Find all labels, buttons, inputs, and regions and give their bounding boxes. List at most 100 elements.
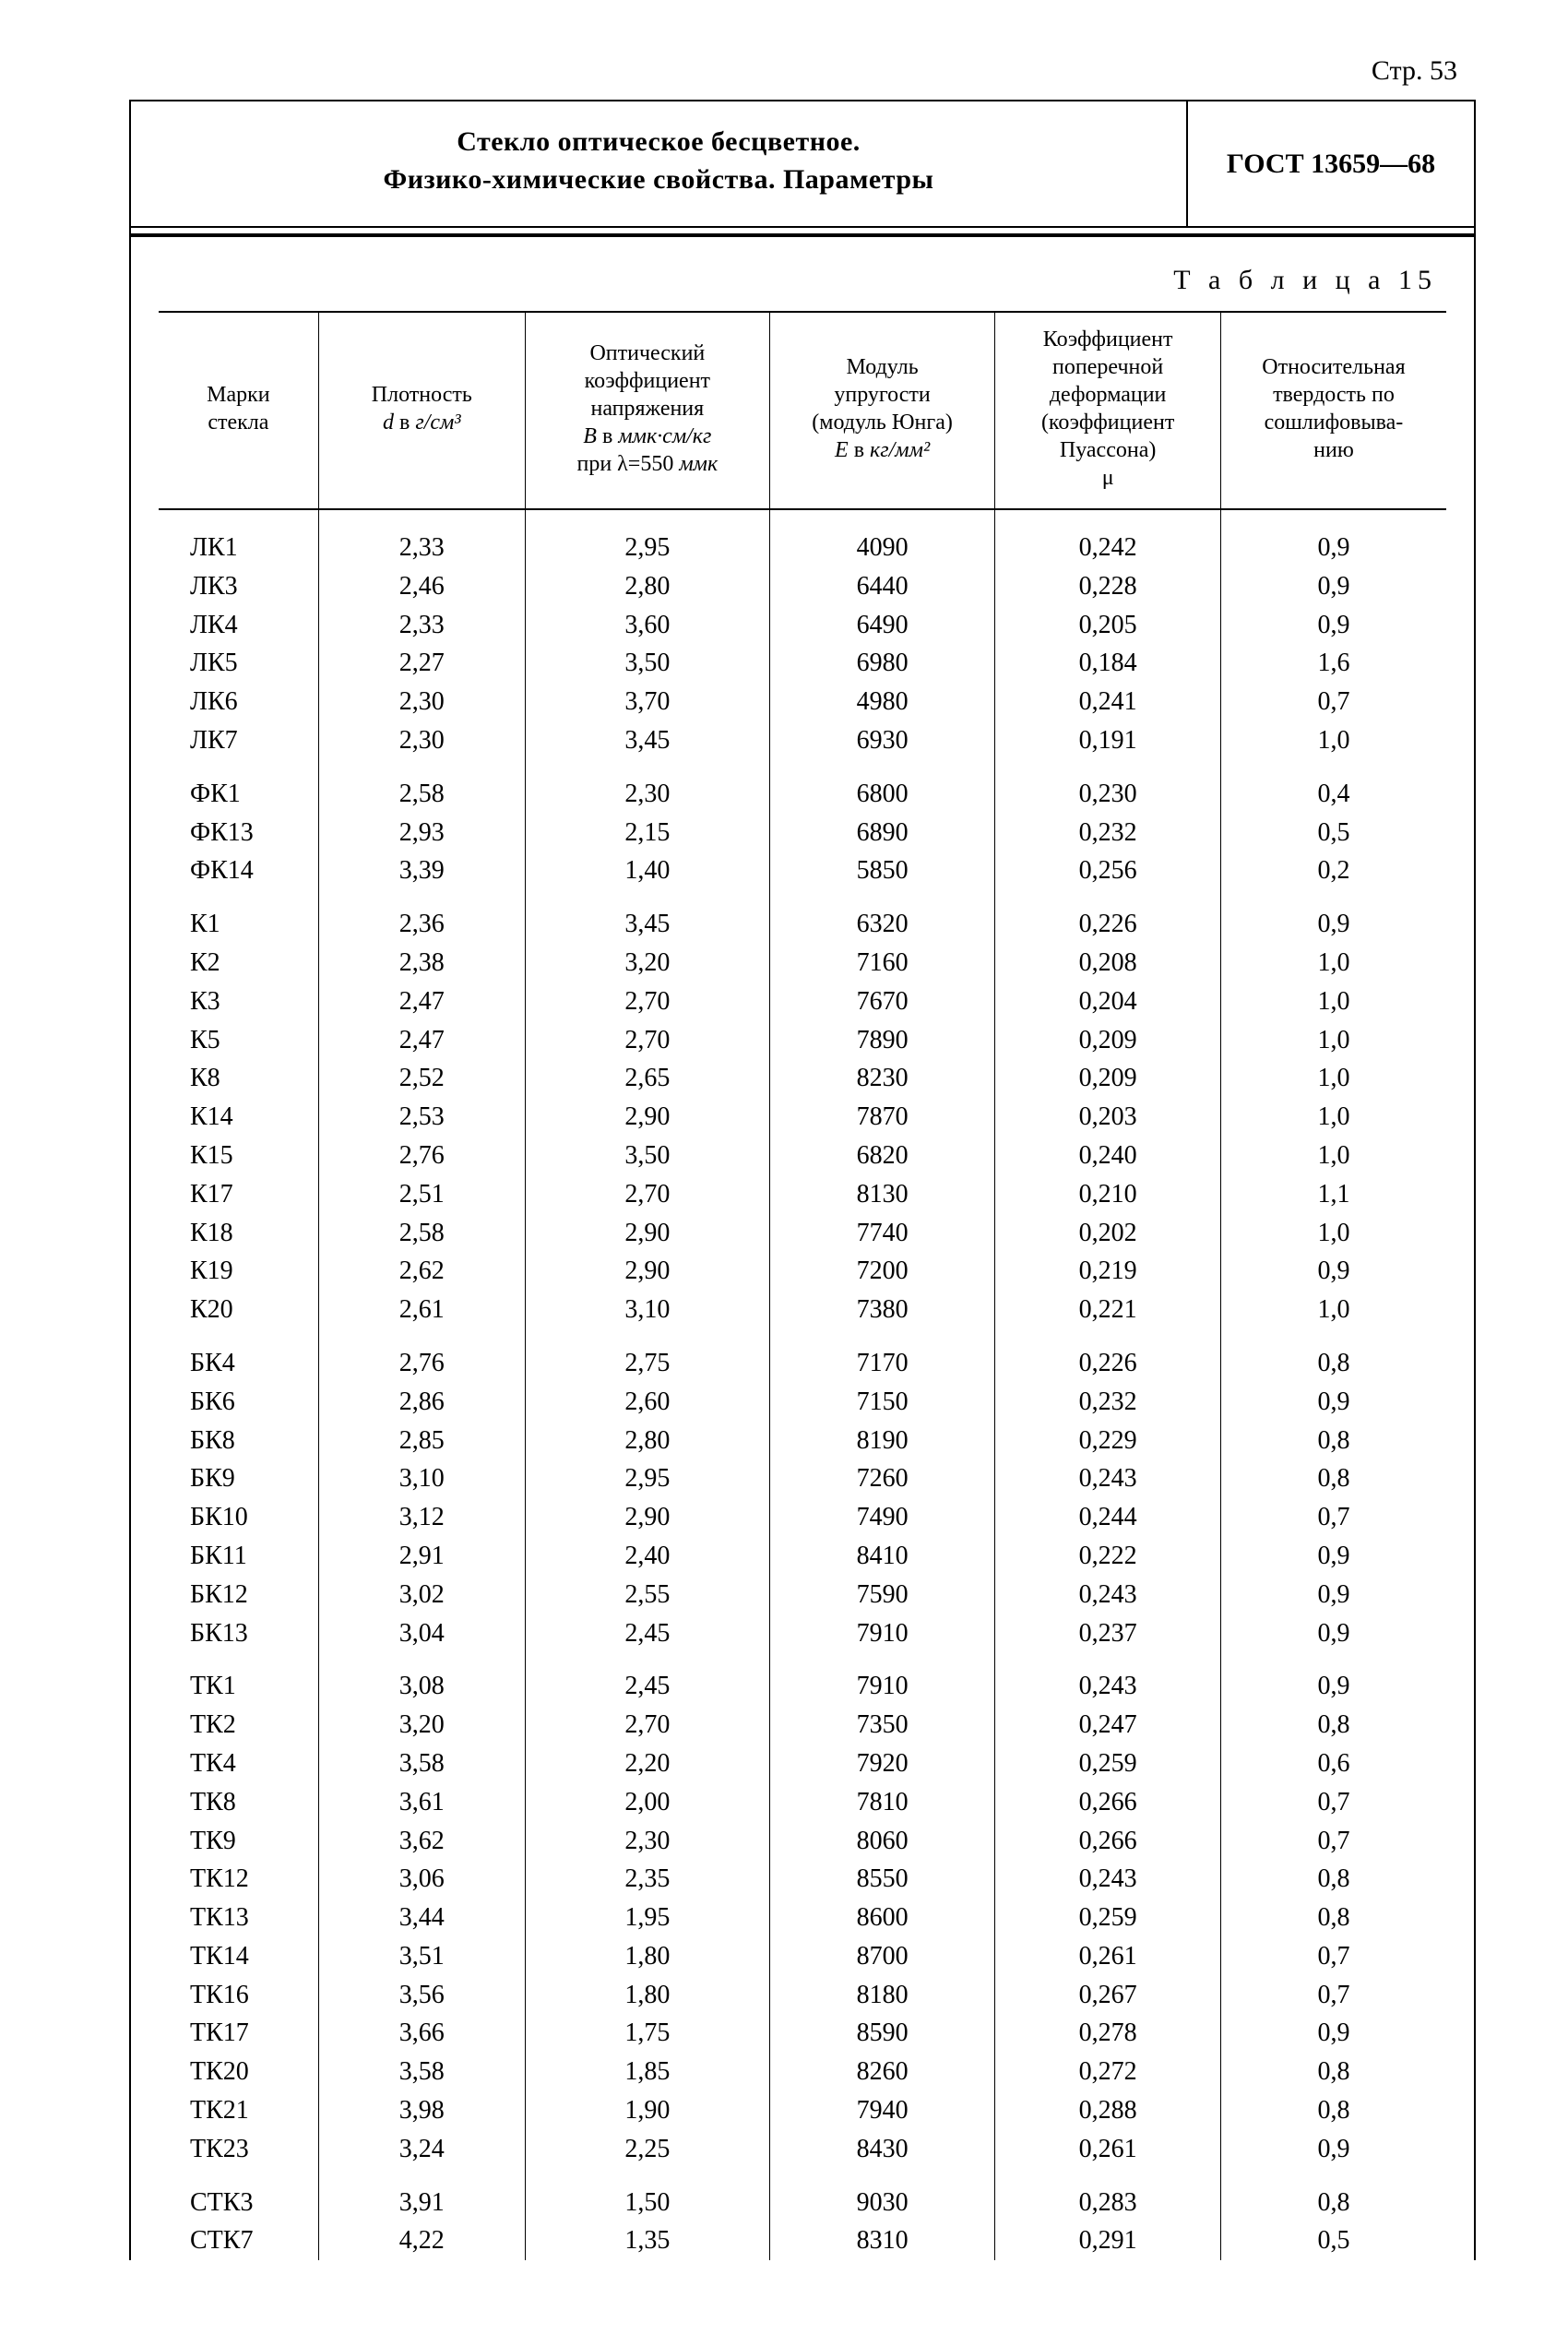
table-row: К22,383,2071600,2081,0 bbox=[159, 944, 1446, 982]
value-cell: 0,8 bbox=[1220, 1860, 1446, 1899]
value-cell: 2,27 bbox=[318, 644, 525, 683]
value-cell: 0,7 bbox=[1220, 1976, 1446, 2015]
value-cell: 8180 bbox=[769, 1976, 995, 2015]
value-cell: 7160 bbox=[769, 944, 995, 982]
value-cell: 2,70 bbox=[525, 1175, 769, 1214]
value-cell: 2,30 bbox=[525, 760, 769, 814]
glass-mark-cell: БК4 bbox=[159, 1329, 318, 1383]
table-row: ЛК62,303,7049800,2410,7 bbox=[159, 683, 1446, 721]
value-cell: 0,229 bbox=[995, 1422, 1221, 1460]
value-cell: 2,93 bbox=[318, 814, 525, 852]
value-cell: 0,267 bbox=[995, 1976, 1221, 2015]
title-line-1: Стекло оптическое бесцветное. bbox=[457, 126, 861, 157]
value-cell: 2,25 bbox=[525, 2130, 769, 2169]
table-row: ЛК52,273,5069800,1841,6 bbox=[159, 644, 1446, 683]
value-cell: 1,40 bbox=[525, 851, 769, 890]
value-cell: 2,45 bbox=[525, 1614, 769, 1653]
column-header-1: Плотностьd в г/см³ bbox=[318, 312, 525, 509]
glass-mark-cell: ФК13 bbox=[159, 814, 318, 852]
value-cell: 4,22 bbox=[318, 2221, 525, 2260]
value-cell: 0,9 bbox=[1220, 567, 1446, 606]
value-cell: 2,33 bbox=[318, 606, 525, 645]
value-cell: 0,266 bbox=[995, 1783, 1221, 1822]
value-cell: 3,61 bbox=[318, 1783, 525, 1822]
title-line-2: Физико-химические свойства. Параметры bbox=[384, 164, 934, 195]
value-cell: 7920 bbox=[769, 1745, 995, 1783]
value-cell: 3,45 bbox=[525, 890, 769, 944]
value-cell: 8550 bbox=[769, 1860, 995, 1899]
value-cell: 2,36 bbox=[318, 890, 525, 944]
value-cell: 2,58 bbox=[318, 760, 525, 814]
value-cell: 6440 bbox=[769, 567, 995, 606]
value-cell: 8430 bbox=[769, 2130, 995, 2169]
table-row: ФК143,391,4058500,2560,2 bbox=[159, 851, 1446, 890]
value-cell: 0,9 bbox=[1220, 1252, 1446, 1291]
value-cell: 3,50 bbox=[525, 644, 769, 683]
glass-mark-cell: ЛК6 bbox=[159, 683, 318, 721]
value-cell: 1,0 bbox=[1220, 1291, 1446, 1329]
value-cell: 8260 bbox=[769, 2053, 995, 2091]
value-cell: 7810 bbox=[769, 1783, 995, 1822]
value-cell: 3,06 bbox=[318, 1860, 525, 1899]
value-cell: 2,33 bbox=[318, 509, 525, 567]
value-cell: 6930 bbox=[769, 721, 995, 760]
glass-mark-cell: К17 bbox=[159, 1175, 318, 1214]
value-cell: 1,35 bbox=[525, 2221, 769, 2260]
table-row: К52,472,7078900,2091,0 bbox=[159, 1021, 1446, 1060]
column-header-0: Маркистекла bbox=[159, 312, 318, 509]
value-cell: 7670 bbox=[769, 982, 995, 1021]
value-cell: 1,90 bbox=[525, 2091, 769, 2130]
table-row: БК82,852,8081900,2290,8 bbox=[159, 1422, 1446, 1460]
value-cell: 0,202 bbox=[995, 1214, 1221, 1253]
value-cell: 3,24 bbox=[318, 2130, 525, 2169]
value-cell: 0,243 bbox=[995, 1459, 1221, 1498]
table-row: К12,363,4563200,2260,9 bbox=[159, 890, 1446, 944]
glass-mark-cell: ТК17 bbox=[159, 2014, 318, 2053]
value-cell: 3,39 bbox=[318, 851, 525, 890]
value-cell: 7170 bbox=[769, 1329, 995, 1383]
glass-mark-cell: ТК1 bbox=[159, 1652, 318, 1706]
column-header-3: Модульупругости(модуль Юнга)Е в кг/мм² bbox=[769, 312, 995, 509]
value-cell: 0,205 bbox=[995, 606, 1221, 645]
value-cell: 0,9 bbox=[1220, 606, 1446, 645]
value-cell: 0,221 bbox=[995, 1291, 1221, 1329]
value-cell: 7870 bbox=[769, 1098, 995, 1137]
value-cell: 2,30 bbox=[318, 721, 525, 760]
value-cell: 0,291 bbox=[995, 2221, 1221, 2260]
table-row: БК133,042,4579100,2370,9 bbox=[159, 1614, 1446, 1653]
value-cell: 0,242 bbox=[995, 509, 1221, 567]
value-cell: 7910 bbox=[769, 1652, 995, 1706]
table-row: К142,532,9078700,2031,0 bbox=[159, 1098, 1446, 1137]
value-cell: 7200 bbox=[769, 1252, 995, 1291]
value-cell: 0,8 bbox=[1220, 1422, 1446, 1460]
table-row: БК93,102,9572600,2430,8 bbox=[159, 1459, 1446, 1498]
value-cell: 0,283 bbox=[995, 2169, 1221, 2222]
value-cell: 0,203 bbox=[995, 1098, 1221, 1137]
value-cell: 8230 bbox=[769, 1059, 995, 1098]
glass-mark-cell: К2 bbox=[159, 944, 318, 982]
value-cell: 0,9 bbox=[1220, 2130, 1446, 2169]
value-cell: 3,58 bbox=[318, 2053, 525, 2091]
value-cell: 2,53 bbox=[318, 1098, 525, 1137]
table-row: ТК93,622,3080600,2660,7 bbox=[159, 1822, 1446, 1861]
glass-mark-cell: СТК7 bbox=[159, 2221, 318, 2260]
glass-mark-cell: БК11 bbox=[159, 1537, 318, 1576]
value-cell: 0,7 bbox=[1220, 1498, 1446, 1537]
table-row: ЛК12,332,9540900,2420,9 bbox=[159, 509, 1446, 567]
value-cell: 0,8 bbox=[1220, 1459, 1446, 1498]
value-cell: 0,266 bbox=[995, 1822, 1221, 1861]
value-cell: 3,08 bbox=[318, 1652, 525, 1706]
value-cell: 6490 bbox=[769, 606, 995, 645]
glass-mark-cell: ТК9 bbox=[159, 1822, 318, 1861]
value-cell: 2,90 bbox=[525, 1098, 769, 1137]
glass-mark-cell: К8 bbox=[159, 1059, 318, 1098]
glass-mark-cell: К3 bbox=[159, 982, 318, 1021]
value-cell: 0,8 bbox=[1220, 2053, 1446, 2091]
value-cell: 8130 bbox=[769, 1175, 995, 1214]
value-cell: 1,0 bbox=[1220, 721, 1446, 760]
glass-mark-cell: ТК21 bbox=[159, 2091, 318, 2130]
table-row: К172,512,7081300,2101,1 bbox=[159, 1175, 1446, 1214]
value-cell: 1,0 bbox=[1220, 1137, 1446, 1175]
glass-mark-cell: СТК3 bbox=[159, 2169, 318, 2222]
table-row: БК103,122,9074900,2440,7 bbox=[159, 1498, 1446, 1537]
